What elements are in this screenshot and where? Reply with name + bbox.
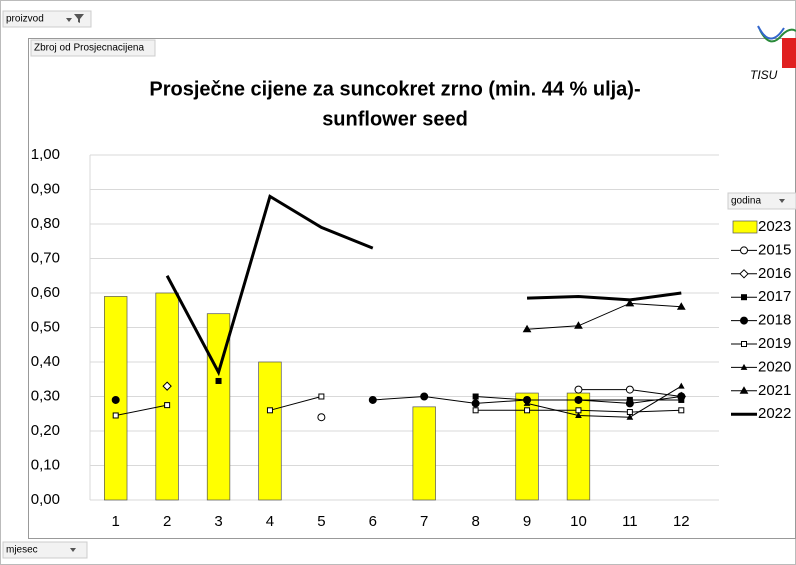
line bbox=[527, 302, 682, 330]
value-field-label: Zbroj od Prosjecnacijena bbox=[34, 43, 144, 54]
y-tick-label: 0,70 bbox=[31, 249, 60, 266]
marker bbox=[574, 395, 583, 404]
legend-label: 2023 bbox=[758, 218, 791, 235]
marker bbox=[318, 393, 325, 400]
y-tick-label: 0,00 bbox=[31, 491, 60, 508]
marker bbox=[625, 385, 634, 394]
line bbox=[165, 194, 682, 377]
x-tick-label: 12 bbox=[673, 513, 690, 530]
legend-swatch bbox=[732, 220, 758, 234]
filter-button[interactable] bbox=[2, 10, 92, 28]
legend-label: 2019 bbox=[758, 335, 791, 352]
marker bbox=[164, 402, 171, 409]
dropdown-icon bbox=[779, 199, 785, 203]
line bbox=[526, 385, 682, 418]
legend-label: 2015 bbox=[758, 241, 791, 258]
marker bbox=[471, 399, 480, 408]
value-field-button[interactable] bbox=[30, 39, 156, 57]
axis-field-button[interactable] bbox=[2, 541, 88, 559]
marker bbox=[522, 324, 532, 333]
x-tick-label: 5 bbox=[317, 513, 325, 530]
y-tick-label: 0,90 bbox=[31, 180, 60, 197]
marker bbox=[575, 411, 582, 418]
legend-marker bbox=[739, 386, 749, 394]
legend-label: 2021 bbox=[758, 382, 791, 399]
marker bbox=[112, 412, 119, 419]
legend-marker bbox=[739, 269, 749, 279]
bar bbox=[155, 292, 179, 501]
marker bbox=[625, 399, 634, 408]
x-tick-label: 8 bbox=[471, 513, 479, 530]
x-tick-label: 2 bbox=[163, 513, 171, 530]
legend-marker bbox=[741, 294, 747, 301]
y-tick-label: 0,40 bbox=[31, 353, 60, 370]
marker bbox=[317, 413, 326, 422]
x-tick-label: 11 bbox=[622, 513, 638, 530]
y-tick-label: 0,10 bbox=[31, 456, 60, 473]
y-tick-label: 0,80 bbox=[31, 215, 60, 232]
dropdown-icon bbox=[70, 548, 76, 552]
marker bbox=[472, 407, 479, 414]
bar bbox=[515, 392, 539, 501]
legend-marker bbox=[741, 341, 747, 347]
x-tick-label: 4 bbox=[266, 513, 274, 530]
legend-label: 2016 bbox=[758, 265, 791, 282]
marker bbox=[626, 413, 634, 420]
marker bbox=[678, 407, 685, 414]
y-tick-label: 0,30 bbox=[31, 387, 60, 404]
y-tick-label: 0,20 bbox=[31, 422, 60, 439]
x-tick-label: 9 bbox=[523, 513, 531, 530]
x-tick-label: 1 bbox=[112, 513, 120, 530]
logo-swoosh bbox=[757, 25, 785, 40]
logo: TISU bbox=[750, 25, 796, 82]
y-tick-label: 0,50 bbox=[31, 318, 60, 335]
legend-label: 2020 bbox=[758, 358, 791, 375]
legend-marker bbox=[740, 363, 748, 370]
logo-text: TISU bbox=[750, 68, 778, 82]
chart-title: sunflower seed bbox=[322, 108, 468, 130]
filter-label: proizvod bbox=[6, 14, 44, 25]
marker bbox=[368, 395, 377, 404]
marker bbox=[215, 377, 222, 384]
legend-field-button[interactable] bbox=[727, 192, 796, 210]
marker bbox=[266, 407, 273, 414]
marker bbox=[420, 392, 429, 401]
legend-marker bbox=[740, 246, 748, 255]
axis-field-label: mjesec bbox=[6, 545, 38, 556]
x-tick-label: 7 bbox=[420, 513, 428, 530]
x-tick-label: 3 bbox=[214, 513, 222, 530]
y-tick-label: 0,60 bbox=[31, 284, 60, 301]
marker bbox=[524, 407, 531, 414]
filter-icon bbox=[66, 14, 84, 23]
marker bbox=[676, 302, 686, 310]
legend-label: 2018 bbox=[758, 312, 791, 329]
legend-marker bbox=[740, 316, 748, 325]
marker bbox=[162, 381, 172, 391]
x-tick-label: 6 bbox=[369, 513, 377, 530]
marker bbox=[574, 385, 583, 394]
bar bbox=[412, 406, 436, 501]
marker bbox=[472, 393, 479, 400]
marker bbox=[523, 399, 531, 406]
marker bbox=[574, 321, 583, 329]
legend-label: 2017 bbox=[758, 288, 791, 305]
legend-label: 2022 bbox=[758, 405, 791, 422]
bar bbox=[258, 361, 282, 501]
y-tick-label: 1,00 bbox=[31, 146, 60, 163]
chart-title: Prosječne cijene za suncokret zrno (min.… bbox=[149, 78, 640, 100]
legend-field-label: godina bbox=[731, 196, 761, 207]
x-tick-label: 10 bbox=[570, 513, 587, 530]
marker bbox=[677, 382, 685, 389]
logo-swoosh bbox=[759, 28, 796, 43]
logo-block bbox=[782, 38, 796, 68]
marker bbox=[625, 298, 635, 307]
marker bbox=[111, 395, 120, 404]
marker bbox=[677, 392, 686, 401]
